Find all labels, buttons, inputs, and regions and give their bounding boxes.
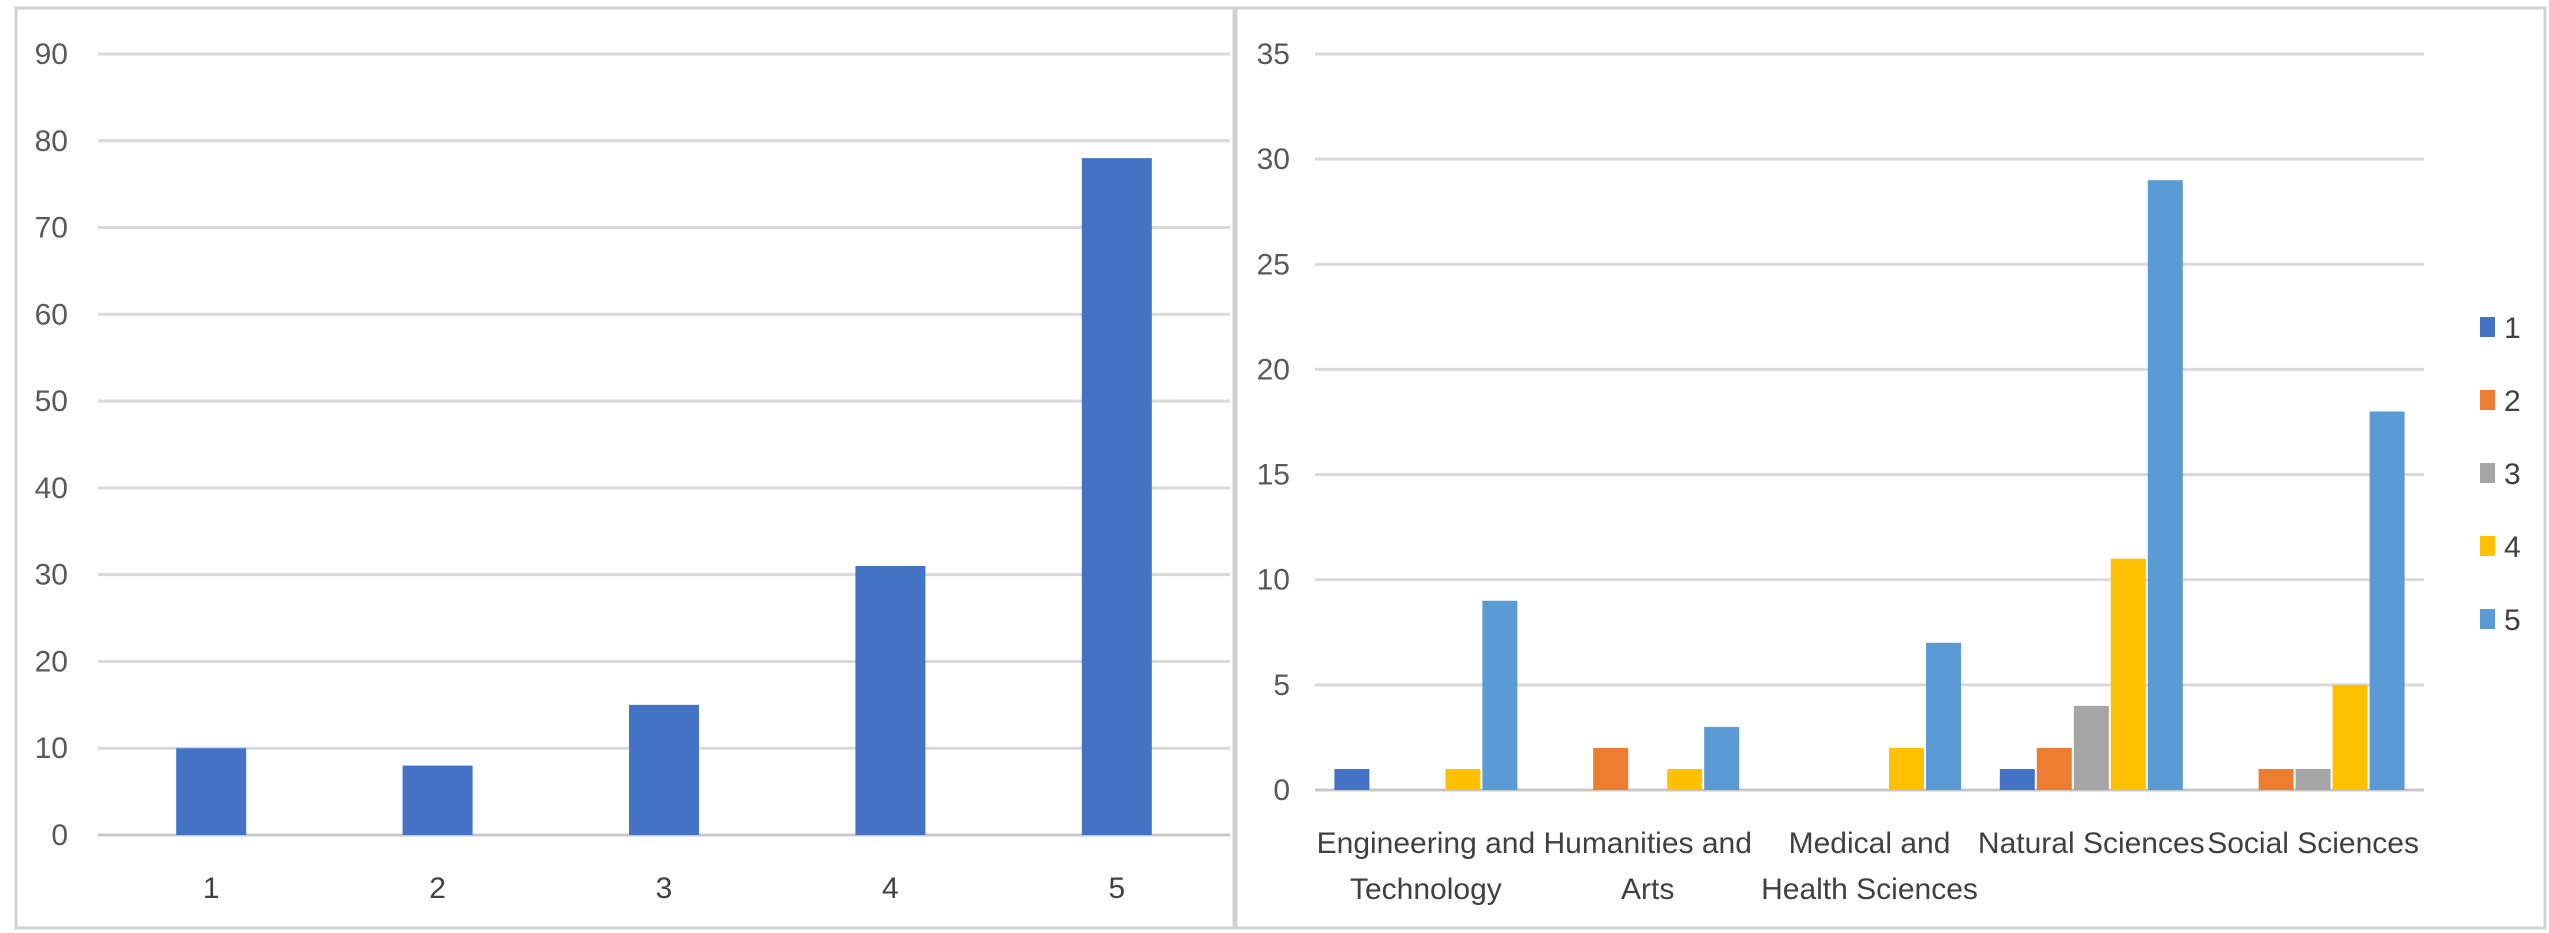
right-bar-series-2 (1593, 747, 1629, 790)
right-y-tick-label: 0 (1273, 774, 1290, 807)
left-y-tick-label: 20 (35, 645, 68, 678)
right-bar-series-5 (2369, 411, 2405, 790)
right-y-tick-label: 30 (1257, 143, 1290, 176)
right-x-category-label: Engineering and (1317, 827, 1536, 860)
right-y-tick-label: 15 (1257, 459, 1290, 492)
legend-swatch (2480, 609, 2495, 629)
right-x-category-label: Health Sciences (1761, 873, 1978, 906)
right-y-tick-label: 5 (1273, 669, 1290, 702)
left-x-tick-label: 4 (882, 872, 899, 905)
right-y-tick-label: 20 (1257, 353, 1290, 386)
legend-swatch (2480, 463, 2495, 483)
left-y-tick-label: 30 (35, 559, 68, 592)
right-x-category-label: Technology (1350, 873, 1502, 906)
left-x-tick-label: 1 (203, 872, 220, 905)
left-y-tick-label: 10 (35, 732, 68, 765)
right-x-category-label: Arts (1621, 873, 1674, 906)
right-bar-series-5 (1926, 642, 1961, 790)
left-y-tick-label: 0 (51, 819, 68, 852)
left-bar (1081, 158, 1152, 836)
left-y-tick-label: 90 (35, 38, 68, 71)
right-bar-series-5 (1482, 600, 1518, 790)
left-bar (402, 765, 473, 835)
legend-swatch (2480, 390, 2495, 410)
right-x-category-label: Natural Sciences (1978, 827, 2205, 860)
right-bar-series-4 (1667, 768, 1703, 790)
right-bar-series-1 (1334, 768, 1370, 790)
right-x-category-label: Humanities and (1543, 827, 1751, 860)
left-x-tick-label: 3 (656, 872, 673, 905)
right-chart-frame (1234, 6, 2547, 930)
right-bar-series-1 (1999, 768, 2035, 790)
right-bar-series-4 (1889, 747, 1924, 790)
left-bar (176, 748, 247, 835)
legend-swatch (2480, 317, 2495, 337)
legend-label: 1 (2504, 312, 2521, 345)
left-y-tick-label: 40 (35, 472, 68, 505)
right-bar-series-5 (2147, 180, 2183, 790)
left-y-tick-label: 60 (35, 298, 68, 331)
left-bar (629, 704, 699, 835)
left-bar-chart: 0 10 20 30 40 50 60 70 80 90 1 2 3 4 5 (14, 6, 1236, 930)
legend-label: 5 (2504, 604, 2521, 637)
legend-label: 4 (2504, 531, 2521, 564)
right-y-tick-label: 10 (1257, 564, 1290, 597)
right-bar-series-3 (2295, 768, 2331, 790)
left-y-tick-label: 50 (35, 385, 68, 418)
left-y-tick-label: 80 (35, 125, 68, 158)
right-bar-series-4 (2110, 558, 2146, 790)
left-x-tick-label: 2 (429, 872, 446, 905)
right-x-category-label: Social Sciences (2207, 827, 2419, 860)
left-y-tick-label: 70 (35, 212, 68, 245)
right-bar-series-3 (2073, 705, 2109, 790)
right-bar-series-4 (1445, 768, 1481, 790)
right-bar-series-5 (1704, 726, 1740, 790)
right-y-tick-label: 35 (1257, 38, 1290, 71)
legend-swatch (2480, 536, 2495, 556)
right-bar-series-4 (2332, 684, 2368, 790)
left-bar (855, 565, 926, 835)
legend-label: 2 (2504, 385, 2521, 418)
right-bar-series-2 (2036, 747, 2072, 790)
legend-label: 3 (2504, 458, 2521, 491)
left-chart-frame (14, 6, 1236, 930)
right-y-tick-label: 25 (1257, 248, 1290, 281)
left-x-tick-label: 5 (1108, 872, 1125, 905)
right-x-category-label: Medical and (1789, 827, 1951, 860)
right-bar-series-2 (2258, 768, 2294, 790)
